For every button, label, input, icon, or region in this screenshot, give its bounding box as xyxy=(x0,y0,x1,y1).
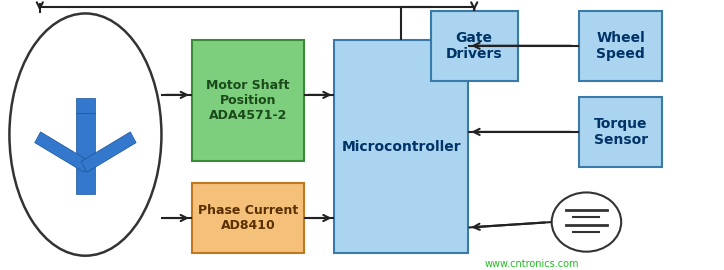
Text: Phase Current
AD8410: Phase Current AD8410 xyxy=(198,204,298,232)
Polygon shape xyxy=(81,132,136,172)
Bar xyxy=(579,11,662,81)
Polygon shape xyxy=(35,132,90,172)
Text: Torque
Sensor: Torque Sensor xyxy=(594,117,648,147)
Text: Gate
Drivers: Gate Drivers xyxy=(446,31,502,61)
Ellipse shape xyxy=(9,14,161,256)
Bar xyxy=(192,40,304,161)
Ellipse shape xyxy=(552,193,621,252)
Bar xyxy=(334,40,468,253)
Text: Motor Shaft
Position
ADA4571-2: Motor Shaft Position ADA4571-2 xyxy=(206,79,290,122)
Bar xyxy=(76,98,95,113)
Text: Microcontroller: Microcontroller xyxy=(342,140,461,154)
Bar xyxy=(579,97,662,167)
Bar xyxy=(431,11,518,81)
Text: www.cntronics.com: www.cntronics.com xyxy=(485,259,579,269)
Text: Wheel
Speed: Wheel Speed xyxy=(597,31,645,61)
Bar xyxy=(192,183,304,253)
Bar xyxy=(76,113,95,194)
